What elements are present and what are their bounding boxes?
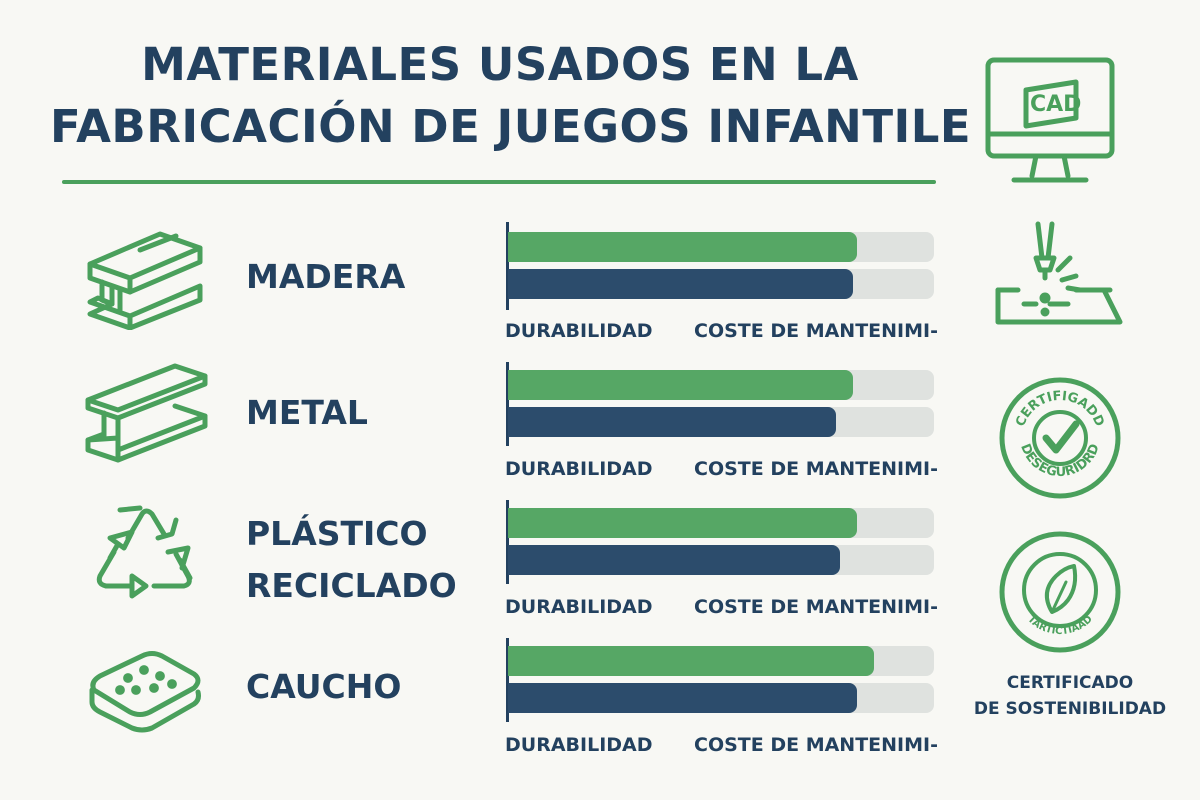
caption-line: CERTIFICADO bbox=[1006, 673, 1134, 693]
material-label-plastico-reciclado: PLÁSTICO RECICLADO bbox=[246, 508, 476, 612]
bar-axis bbox=[506, 362, 509, 446]
durability-label: DURABILIDAD bbox=[505, 734, 653, 756]
caption-line: DE SOSTENIBILIDAD bbox=[973, 699, 1167, 719]
title-line-2: FABRICACIÓN DE JUEGOS INFANTILE bbox=[50, 100, 972, 153]
material-label-line: CAUCHO bbox=[246, 667, 402, 706]
durability-bar-caucho bbox=[508, 646, 875, 676]
title-line-1: MATERIALES USADOS EN LA bbox=[141, 38, 859, 91]
material-label-line: MADERA bbox=[246, 257, 406, 296]
durability-label: DURABILIDAD bbox=[505, 458, 653, 480]
durability-bar-plastico bbox=[508, 508, 858, 538]
bar-track bbox=[508, 407, 934, 437]
seal-text-top: CERTIFIGADD bbox=[1013, 389, 1107, 429]
cost-bar-caucho bbox=[508, 683, 858, 713]
material-label-line: RECICLADO bbox=[246, 566, 457, 605]
cost-bar-madera bbox=[508, 269, 854, 299]
material-label-metal: METAL bbox=[246, 382, 476, 444]
recycle-icon bbox=[80, 498, 210, 608]
material-label-madera: MADERA bbox=[246, 246, 476, 308]
cad-monitor-icon: CAD bbox=[980, 56, 1140, 186]
cad-text: CAD bbox=[1030, 92, 1081, 117]
material-label-line: METAL bbox=[246, 393, 368, 432]
title-divider bbox=[62, 180, 936, 184]
bar-axis bbox=[506, 500, 509, 584]
cost-label: COSTE DE MANTENIMI- bbox=[694, 320, 938, 342]
bar-axis bbox=[506, 222, 509, 310]
page-title: MATERIALES USADOS EN LA FABRICACIÓN DE J… bbox=[50, 34, 972, 158]
material-label-caucho: CAUCHO bbox=[246, 656, 476, 718]
wood-beam-icon bbox=[80, 220, 210, 330]
safety-certificate-seal-icon: CERTIFIGADD DESEGURIDRD bbox=[980, 374, 1140, 504]
durability-bar-madera bbox=[508, 232, 858, 262]
steel-beam-icon bbox=[80, 358, 210, 468]
cost-label: COSTE DE MANTENIMI- bbox=[694, 734, 938, 756]
durability-label: DURABILIDAD bbox=[505, 320, 653, 342]
cost-label: COSTE DE MANTENIMI- bbox=[694, 596, 938, 618]
cost-label: COSTE DE MANTENIMI- bbox=[694, 458, 938, 480]
durability-bar-metal bbox=[508, 370, 854, 400]
bar-track bbox=[508, 370, 934, 400]
bar-axis bbox=[506, 638, 509, 722]
bar-track bbox=[508, 232, 934, 262]
sustainability-caption: CERTIFICADO DE SOSTENIBILIDAD bbox=[970, 670, 1170, 722]
bar-track bbox=[508, 508, 934, 538]
bar-track bbox=[508, 545, 934, 575]
laser-cutter-icon bbox=[980, 218, 1140, 348]
durability-label: DURABILIDAD bbox=[505, 596, 653, 618]
bar-track bbox=[508, 269, 934, 299]
rubber-mat-icon bbox=[80, 632, 210, 742]
material-label-line: PLÁSTICO bbox=[246, 514, 428, 553]
cost-bar-plastico bbox=[508, 545, 841, 575]
bar-track bbox=[508, 646, 934, 676]
cost-bar-metal bbox=[508, 407, 837, 437]
bar-track bbox=[508, 683, 934, 713]
sustainability-seal-icon: TARTICTIAAD bbox=[980, 528, 1140, 658]
